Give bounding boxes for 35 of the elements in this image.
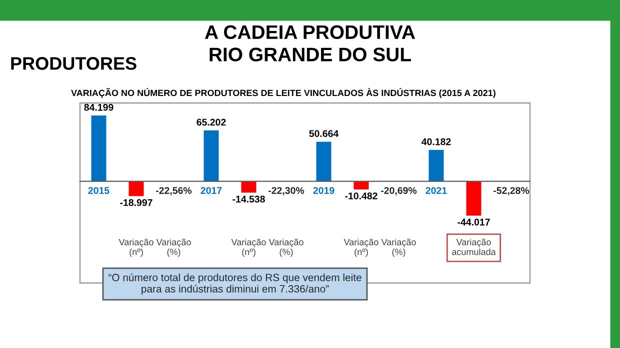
text: Variação (nº): [231, 238, 266, 257]
x-tick-label: -52,28%: [494, 187, 530, 196]
data-label: -18.997: [120, 199, 152, 206]
data-label: -10.482: [345, 192, 378, 200]
bar: [316, 142, 332, 182]
text: Variação (%): [268, 238, 304, 257]
x-tick-label: 2017: [200, 187, 222, 194]
bar: [204, 130, 219, 182]
chart-subtitle: VARIAÇÃO NO NÚMERO DE PRODUTORES DE LEITE VINCULADOS ÀS INDÚSTRIAS (2015 A 2021): [71, 88, 496, 98]
x-tick-label: 2021: [426, 187, 447, 194]
text: Variação (nº): [118, 238, 154, 257]
x-tick-label: -20,69%: [381, 187, 417, 196]
bar: [466, 181, 482, 216]
x-tick-label: -22,30%: [268, 187, 304, 196]
text: Variação acumulada: [452, 238, 496, 256]
chart-title: A CADEIA PRODUTIVA RIO GRANDE DO SUL: [204, 25, 415, 62]
bar: [241, 181, 256, 193]
data-label: 84.199: [84, 104, 114, 111]
bar: [128, 181, 144, 196]
data-label: -14.538: [232, 196, 265, 203]
text: Variação (nº): [344, 238, 378, 257]
text: Variação (%): [156, 238, 191, 257]
bar: [91, 115, 106, 182]
data-label: 40.182: [422, 138, 451, 146]
data-label: 50.664: [309, 130, 339, 137]
text: PRODUTORES: [11, 57, 136, 70]
bar: [428, 150, 444, 182]
data-label: 65.202: [196, 118, 226, 126]
text: Variação (%): [381, 238, 416, 257]
x-tick-label: 2019: [313, 187, 334, 194]
x-tick-label: -22,56%: [156, 187, 192, 196]
text: “O número total de produtores do RS que vendem leite para as indústrias diminui em 7.336/ano”: [108, 273, 362, 295]
bar: [354, 181, 369, 190]
data-label: -44.017: [458, 218, 490, 226]
x-tick-label: 2015: [88, 187, 110, 194]
